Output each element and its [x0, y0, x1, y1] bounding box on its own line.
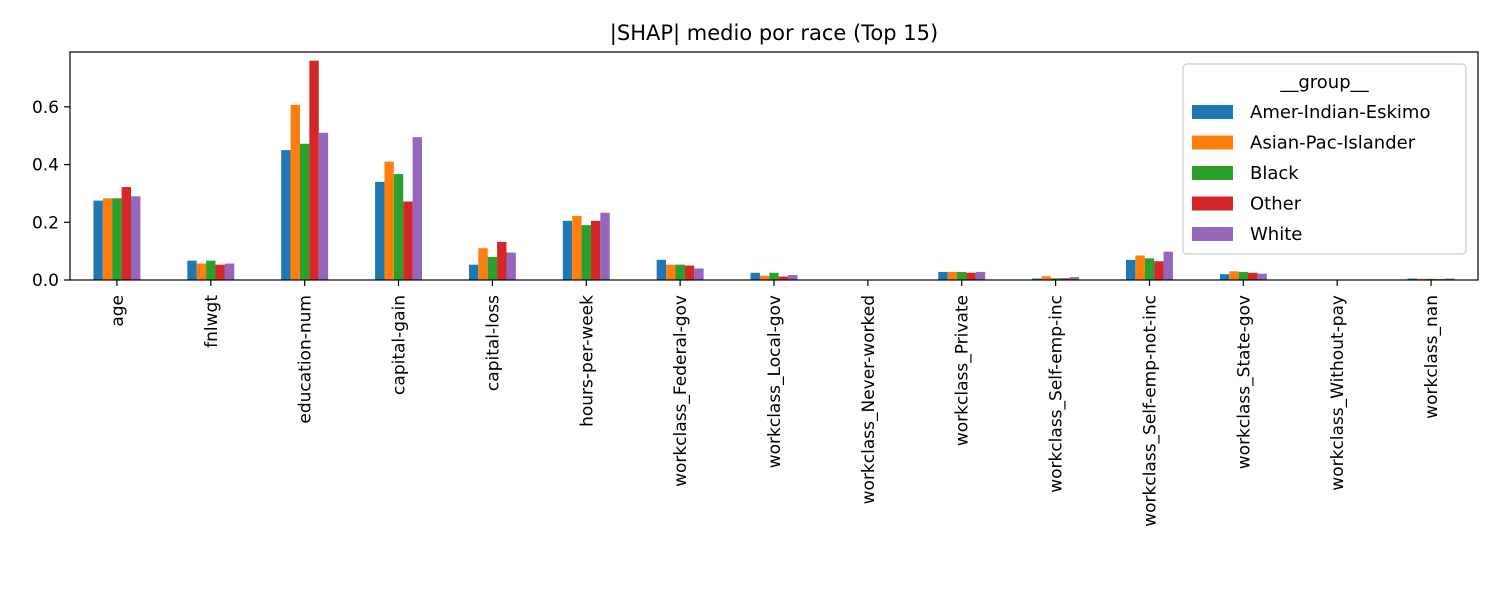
- bar-4-10: [966, 272, 976, 280]
- bar-1-6: [562, 220, 573, 280]
- y-tick-label: 0.6: [32, 98, 59, 118]
- x-tick-label: age: [108, 295, 128, 327]
- bar-2-5: [478, 248, 488, 280]
- bar-1-4: [375, 181, 385, 280]
- bar-2-7: [666, 264, 676, 280]
- bar-4-6: [590, 220, 601, 280]
- legend-title: __group__: [1279, 72, 1369, 93]
- bar-5-2: [224, 263, 235, 280]
- bar-3-6: [581, 225, 591, 280]
- x-tick-label: workclass_Self-emp-inc: [1047, 295, 1067, 493]
- legend-box: [1182, 63, 1467, 255]
- bar-1-3: [281, 150, 291, 280]
- x-tick-label: capital-loss: [483, 295, 503, 391]
- x-tick-label: workclass_Private: [953, 295, 973, 446]
- legend-swatch: [1192, 105, 1233, 119]
- x-tick-label: workclass_nan: [1422, 295, 1442, 419]
- y-tick-label: 0.0: [32, 271, 59, 291]
- bar-4-13: [1248, 272, 1258, 280]
- legend-label: Amer-Indian-Eskimo: [1250, 102, 1430, 123]
- legend-label: Asian-Pac-Islander: [1250, 133, 1416, 154]
- x-tick-label: workclass_State-gov: [1234, 295, 1254, 469]
- legend-label: White: [1250, 224, 1302, 245]
- bar-5-3: [318, 132, 329, 280]
- y-tick-label: 0.4: [32, 156, 59, 176]
- bar-4-3: [309, 60, 319, 280]
- x-tick-label: hours-per-week: [577, 295, 597, 427]
- bar-5-11: [1069, 277, 1080, 280]
- bar-4-4: [403, 201, 413, 280]
- bar-5-5: [506, 252, 516, 280]
- bar-2-10: [947, 271, 958, 280]
- bar-2-12: [1135, 255, 1145, 280]
- bar-2-1: [102, 198, 113, 280]
- legend: __group__ Amer-Indian-Eskimo Asian-Pac-Isl…: [1182, 63, 1467, 255]
- bar-2-4: [384, 161, 394, 280]
- bar-2-11: [1041, 276, 1051, 280]
- bar-3-11: [1050, 278, 1061, 280]
- bar-5-10: [975, 271, 986, 280]
- bar-3-5: [487, 256, 498, 280]
- bar-3-10: [957, 271, 967, 280]
- x-tick-label: workclass_Never-worked: [859, 295, 879, 504]
- bar-2-2: [196, 263, 207, 280]
- bar-5-1: [131, 196, 141, 280]
- bar-2-13: [1229, 271, 1239, 280]
- bar-4-7: [684, 265, 695, 280]
- legend-label: Other: [1250, 194, 1302, 215]
- axes-layer: 0.0 0.2 0.4 0.6 age fnlwgt education-num capita…: [32, 51, 1479, 527]
- legend-swatch: [1192, 227, 1233, 241]
- bar-1-15: [1407, 278, 1417, 280]
- bar-4-5: [497, 241, 507, 280]
- x-tick-label: capital-gain: [390, 295, 410, 395]
- legend-swatch: [1192, 196, 1233, 211]
- bar-4-2: [215, 264, 225, 280]
- bars-layer: [93, 60, 1455, 280]
- bar-1-11: [1032, 278, 1042, 280]
- bar-1-5: [468, 264, 479, 280]
- legend-swatch: [1192, 135, 1233, 150]
- bar-2-3: [290, 104, 300, 280]
- bar-1-1: [93, 200, 103, 280]
- bar-3-3: [299, 143, 310, 280]
- bar-1-13: [1219, 274, 1230, 280]
- y-tick-label: 0.2: [32, 213, 59, 233]
- bar-5-4: [412, 137, 422, 280]
- legend-swatch: [1192, 166, 1233, 180]
- bar-3-8: [769, 272, 779, 280]
- bar-3-7: [675, 264, 685, 280]
- bar-1-12: [1126, 259, 1136, 280]
- bar-5-7: [694, 268, 704, 280]
- bar-5-15: [1445, 278, 1455, 280]
- bar-2-6: [572, 215, 582, 280]
- bar-4-8: [778, 276, 789, 280]
- legend-label: Black: [1250, 163, 1299, 184]
- x-tick-label: education-num: [296, 295, 316, 424]
- bar-3-4: [393, 174, 404, 280]
- bar-3-1: [112, 198, 122, 280]
- bar-1-2: [187, 260, 197, 280]
- bar-3-13: [1238, 271, 1249, 280]
- bar-5-13: [1257, 273, 1267, 280]
- bar-5-12: [1163, 251, 1173, 280]
- bar-5-6: [600, 212, 610, 280]
- bar-5-8: [788, 275, 798, 280]
- x-tick-label: workclass_Federal-gov: [671, 295, 691, 487]
- bar-3-12: [1144, 258, 1155, 280]
- bar-1-8: [750, 272, 760, 280]
- x-tick-label: workclass_Local-gov: [765, 295, 785, 468]
- bar-2-8: [759, 275, 770, 280]
- x-tick-label: fnlwgt: [202, 295, 222, 348]
- x-tick-label: workclass_Self-emp-not-inc: [1140, 295, 1160, 527]
- bar-4-11: [1060, 278, 1070, 280]
- chart-title: |SHAP| medio por race (Top 15): [610, 21, 938, 46]
- bar-4-1: [121, 187, 132, 280]
- bar-1-10: [938, 271, 948, 280]
- bar-3-2: [206, 260, 216, 280]
- x-tick-label: workclass_Without-pay: [1328, 295, 1348, 491]
- bar-4-12: [1154, 261, 1164, 280]
- bar-1-7: [656, 259, 667, 280]
